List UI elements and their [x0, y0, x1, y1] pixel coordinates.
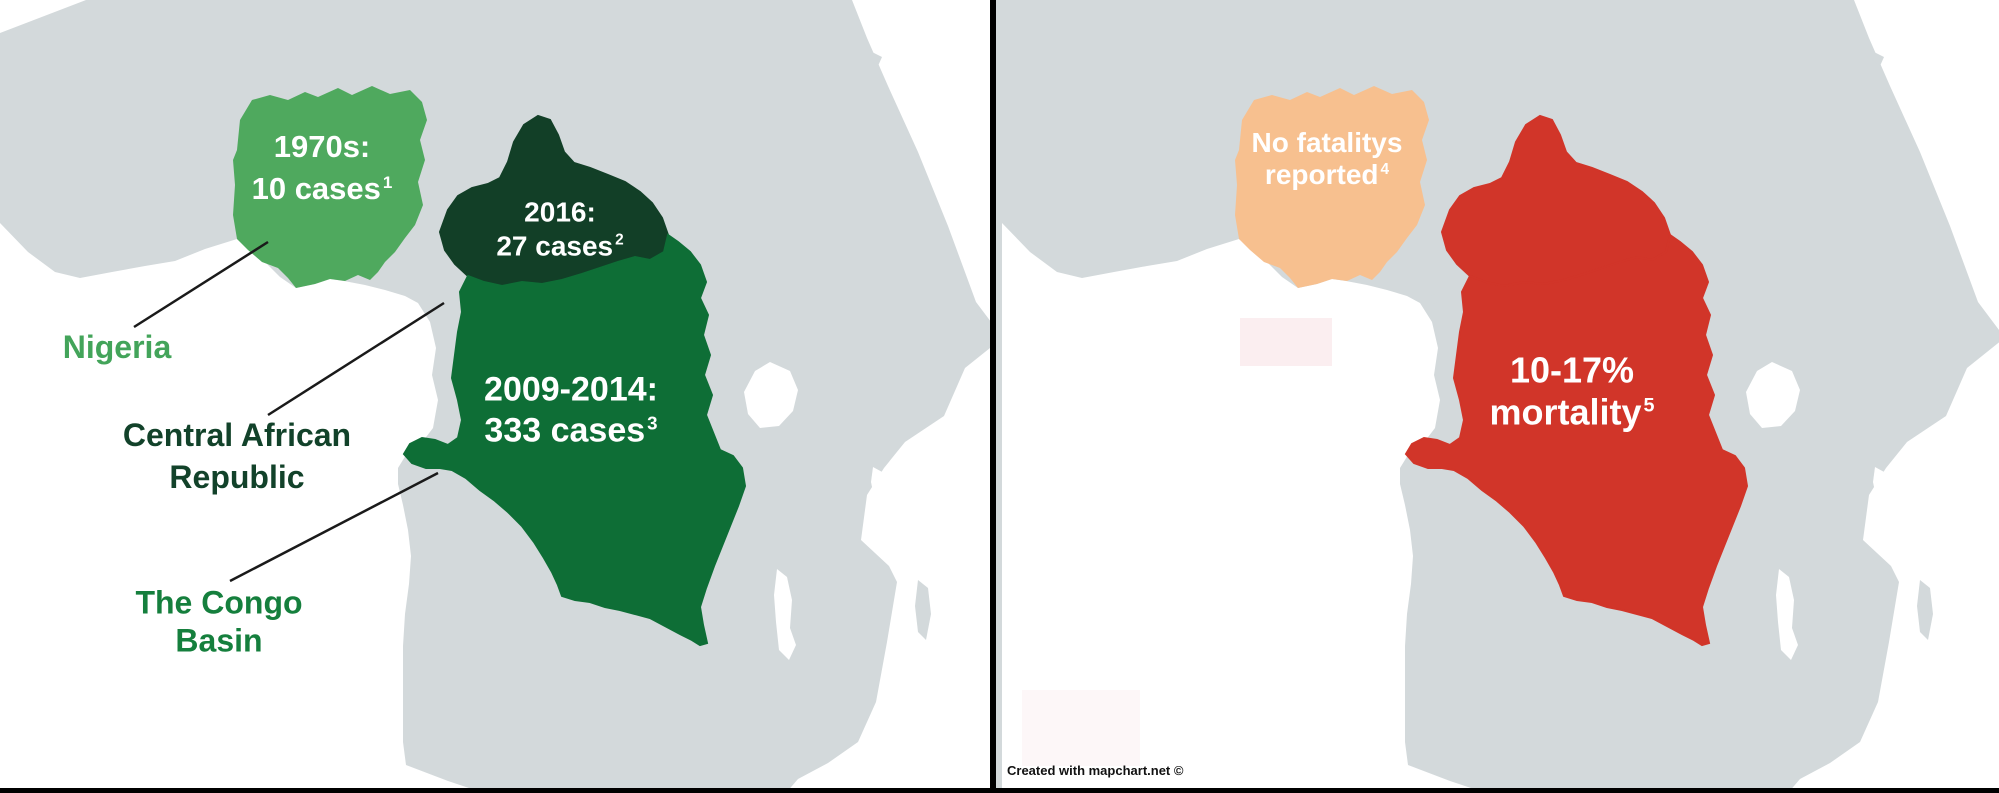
drc-cases-count: 333 cases	[484, 412, 646, 450]
sea-northwest-left	[0, 0, 86, 33]
leader-line-nigeria	[133, 240, 269, 329]
nigeria-cases-count: 10 cases	[251, 171, 381, 206]
label-drc-cases: 2009-2014: 333 cases 3	[484, 370, 658, 453]
island-dot-left	[427, 294, 437, 304]
sea-northeast-right	[1854, 0, 1999, 330]
footnote-ref-2: 2	[615, 231, 624, 249]
bottom-border	[0, 788, 1999, 793]
car-cases-count: 27 cases	[496, 230, 614, 261]
footnote-ref-5: 5	[1643, 395, 1655, 417]
island-hook-left	[870, 52, 882, 66]
island-hook-right	[1872, 52, 1884, 66]
right-map-panel	[996, 0, 1999, 793]
indian-ocean-right	[1788, 342, 1999, 793]
footnote-ref-1: 1	[382, 172, 393, 192]
mortality-line1: 10-17%	[1509, 349, 1635, 391]
atlantic-ocean-left	[0, 223, 484, 793]
leader-line-car	[267, 301, 445, 417]
lake-tanganyika-right	[1776, 569, 1798, 660]
label-car-cases: 2016: 27 cases 2	[496, 195, 623, 262]
mortality-line2: mortality	[1489, 392, 1642, 433]
lake-victoria-left	[744, 362, 798, 428]
island-dot-right	[1429, 294, 1439, 304]
fatalities-line2: reported	[1264, 159, 1379, 190]
congo-basin-shape-right	[1404, 233, 1749, 647]
congo-basin-shape-left	[402, 233, 747, 647]
island-sliver-left	[915, 580, 931, 640]
label-nigeria-fatalities: No fatalitys reported 4	[1252, 127, 1403, 191]
faint-pink-patch-upper	[1240, 318, 1332, 366]
lake-victoria-right	[1746, 362, 1800, 428]
indian-ocean-left	[786, 348, 990, 793]
small-lake-right	[1873, 467, 1890, 503]
lake-tanganyika-left	[774, 569, 796, 660]
car-name-line2: Republic	[169, 459, 305, 495]
label-car-name: Central African Republic	[123, 414, 351, 498]
drc-cases-period: 2009-2014:	[484, 370, 658, 409]
nigeria-name-text: Nigeria	[62, 329, 172, 366]
label-congo-basin: The Congo Basin	[135, 584, 302, 660]
nigeria-shape-left	[233, 86, 427, 288]
small-lake-left	[871, 467, 888, 503]
label-drc-mortality: 10-17% mortality 5	[1489, 350, 1654, 435]
fatalities-line1: No fatalitys	[1251, 126, 1403, 158]
congo-basin-line2: Basin	[175, 622, 263, 658]
atlantic-ocean-right	[1002, 223, 1486, 793]
leader-line-congo-basin	[229, 471, 439, 583]
faint-pink-patch-lower	[1022, 690, 1140, 766]
sea-northeast-left	[852, 0, 990, 321]
footnote-ref-4: 4	[1380, 160, 1390, 178]
label-nigeria-cases: 1970s: 10 cases 1	[252, 126, 393, 210]
panel-divider	[990, 0, 996, 793]
nigeria-cases-period: 1970s:	[273, 129, 371, 165]
nigeria-shape-right	[1235, 86, 1429, 288]
congo-basin-line1: The Congo	[135, 584, 303, 621]
footnote-ref-3: 3	[647, 412, 658, 434]
label-nigeria-name: Nigeria	[63, 327, 171, 369]
car-cases-period: 2016:	[524, 196, 596, 228]
left-map-panel	[0, 0, 990, 793]
car-name-line1: Central African	[122, 416, 352, 453]
island-sliver-right	[1917, 580, 1933, 640]
mapchart-credit: Created with mapchart.net ©	[1007, 763, 1184, 778]
